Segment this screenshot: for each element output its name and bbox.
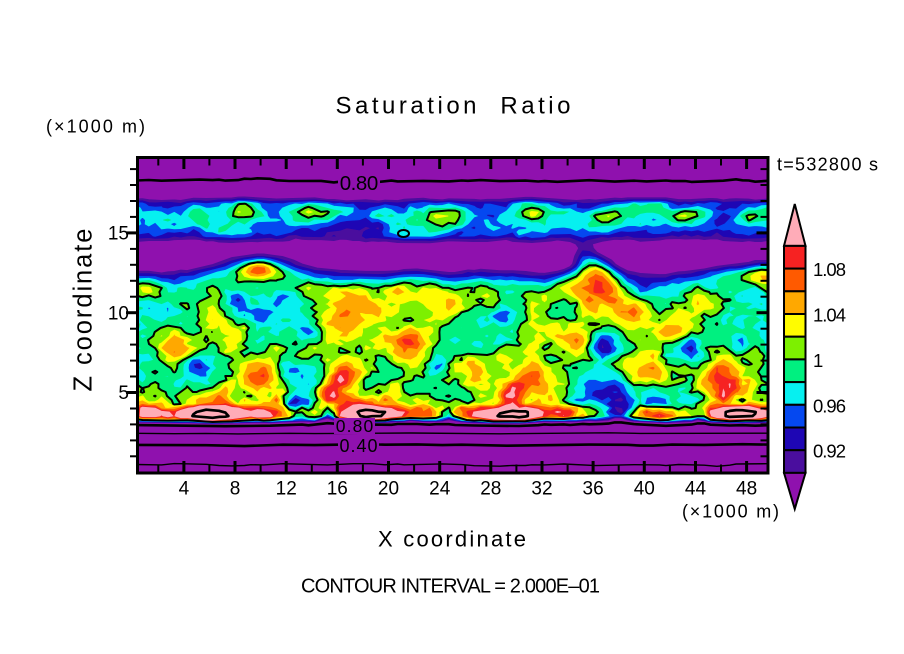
- svg-text:16: 16: [327, 479, 348, 500]
- svg-text:1.04: 1.04: [813, 305, 846, 326]
- svg-text:Saturation Ratio: Saturation Ratio: [336, 93, 571, 120]
- svg-text:15: 15: [108, 224, 129, 245]
- svg-text:8: 8: [230, 479, 241, 500]
- svg-text:CONTOUR INTERVAL = 2.000E–01: CONTOUR INTERVAL = 2.000E–01: [301, 576, 600, 598]
- svg-text:5: 5: [118, 383, 129, 404]
- svg-text:0.80: 0.80: [336, 416, 374, 436]
- svg-text:32: 32: [531, 479, 552, 500]
- svg-text:(×1000 m): (×1000 m): [46, 117, 145, 137]
- svg-text:36: 36: [583, 479, 604, 500]
- svg-text:4: 4: [179, 479, 190, 500]
- svg-text:1: 1: [813, 350, 823, 371]
- svg-text:48: 48: [736, 479, 757, 500]
- svg-text:t=532800 s: t=532800 s: [777, 155, 878, 175]
- svg-text:X coordinate: X coordinate: [378, 527, 526, 552]
- svg-text:20: 20: [378, 479, 399, 500]
- svg-text:0.96: 0.96: [813, 395, 846, 416]
- svg-text:12: 12: [276, 479, 297, 500]
- svg-text:0.92: 0.92: [813, 441, 846, 462]
- svg-text:10: 10: [108, 303, 129, 324]
- svg-text:(×1000 m): (×1000 m): [682, 502, 779, 522]
- svg-text:0.80: 0.80: [340, 172, 379, 195]
- svg-text:40: 40: [634, 479, 655, 500]
- svg-text:0.40: 0.40: [340, 436, 378, 456]
- svg-text:1.08: 1.08: [813, 259, 846, 280]
- svg-text:24: 24: [429, 479, 451, 500]
- svg-text:Z coordinate: Z coordinate: [70, 229, 98, 392]
- svg-text:44: 44: [685, 479, 707, 500]
- svg-text:28: 28: [480, 479, 501, 500]
